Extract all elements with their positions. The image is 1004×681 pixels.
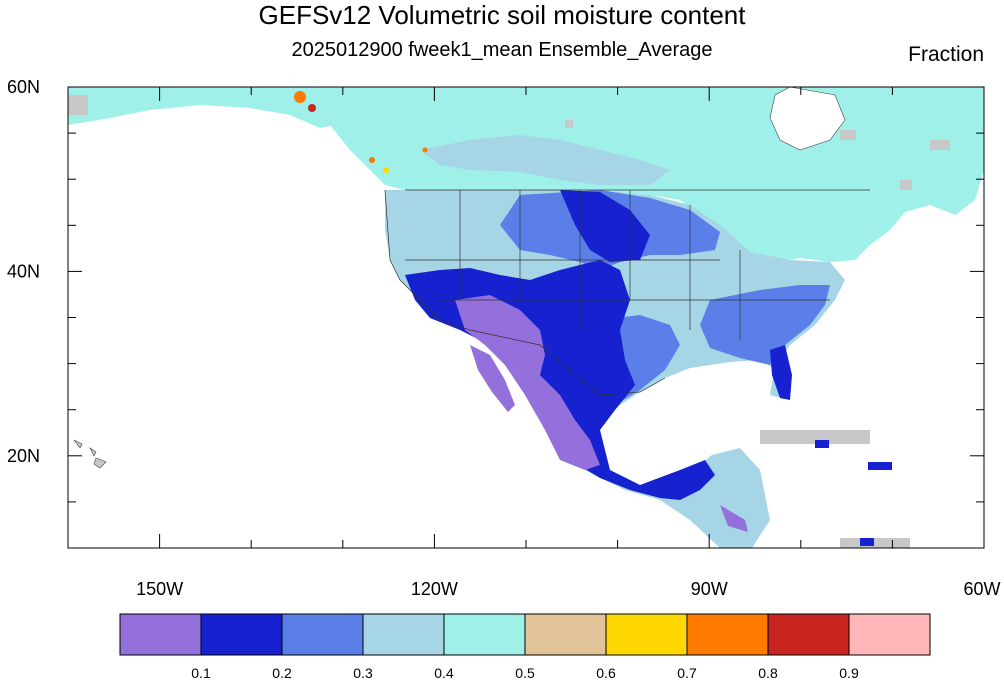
colorbar-labels: 0.1 0.2 0.3 0.4 0.5 0.6 0.7 0.8 0.9 [191, 665, 859, 681]
florida-dry [770, 345, 792, 400]
colorbar-level-label: 0.3 [353, 665, 373, 681]
colorbar-level-label: 0.5 [515, 665, 535, 681]
nodata-pixel [930, 140, 950, 150]
caribbean-island [860, 538, 874, 546]
units-label: Fraction [908, 43, 984, 66]
colorbar-swatch [119, 613, 202, 656]
political-boundaries [384, 189, 870, 396]
axis-ticks [68, 87, 984, 548]
caribbean-island [868, 462, 892, 470]
lat-tick-label: 40N [7, 261, 40, 281]
colorbar-level-label: 0.4 [434, 665, 454, 681]
alaska-high-spot [422, 147, 428, 153]
lon-tick-label: 90W [691, 579, 728, 599]
nodata-pixel [840, 130, 856, 140]
caribbean-island [840, 538, 910, 548]
colorbar-swatch [686, 613, 769, 656]
axis-tick-labels: 150W 120W 90W 60W 60N 40N 20N [7, 77, 1001, 599]
colorbar-swatch [362, 613, 445, 656]
alaska-high-spot [308, 104, 316, 112]
lat-tick-label: 20N [7, 446, 40, 466]
colorbar-level-label: 0.7 [677, 665, 697, 681]
hudson-bay [769, 87, 846, 151]
plains-dry-band [560, 190, 650, 262]
map-subtitle: 2025012900 fweek1_mean Ensemble_Average [291, 39, 713, 61]
map-title: GEFSv12 Volumetric soil moisture content [258, 0, 746, 30]
alaska-high-spot [369, 157, 375, 163]
colorbar-level-label: 0.2 [272, 665, 292, 681]
colorbar-swatch [443, 613, 526, 656]
canada-wet-patch [420, 135, 670, 185]
lon-tick-label: 120W [411, 579, 458, 599]
map-field [68, 87, 984, 548]
lat-tick-label: 60N [7, 77, 40, 97]
lon-tick-label: 150W [136, 579, 183, 599]
colorbar-level-label: 0.8 [758, 665, 778, 681]
panama-very-dry [720, 505, 748, 532]
nodata-pixel [68, 95, 88, 115]
lon-tick-label: 60W [963, 579, 1000, 599]
nodata-pixel [565, 120, 573, 128]
hawaii-islands [73, 439, 107, 469]
colorbar-swatch [767, 613, 850, 656]
caribbean-island [815, 440, 829, 448]
colorbar-level-label: 0.1 [191, 665, 211, 681]
southwest-very-dry-region [455, 295, 600, 470]
alaska-high-spot [294, 91, 306, 103]
southeast-moderate-region [700, 285, 830, 365]
nodata-pixel [900, 180, 912, 190]
alaska-moisture-region [68, 87, 335, 128]
colorbar [119, 613, 931, 656]
colorbar-swatch [281, 613, 364, 656]
colorbar-swatch [200, 613, 283, 656]
colorbar-swatch [848, 613, 931, 656]
colorbar-swatch [605, 613, 688, 656]
caribbean-island [760, 430, 870, 444]
alaska-high-spot [383, 167, 389, 173]
colorbar-swatch [524, 613, 607, 656]
baja-very-dry-region [470, 345, 515, 412]
colorbar-level-label: 0.6 [596, 665, 616, 681]
colorbar-level-label: 0.9 [839, 665, 859, 681]
canada-moisture-region [68, 87, 984, 262]
